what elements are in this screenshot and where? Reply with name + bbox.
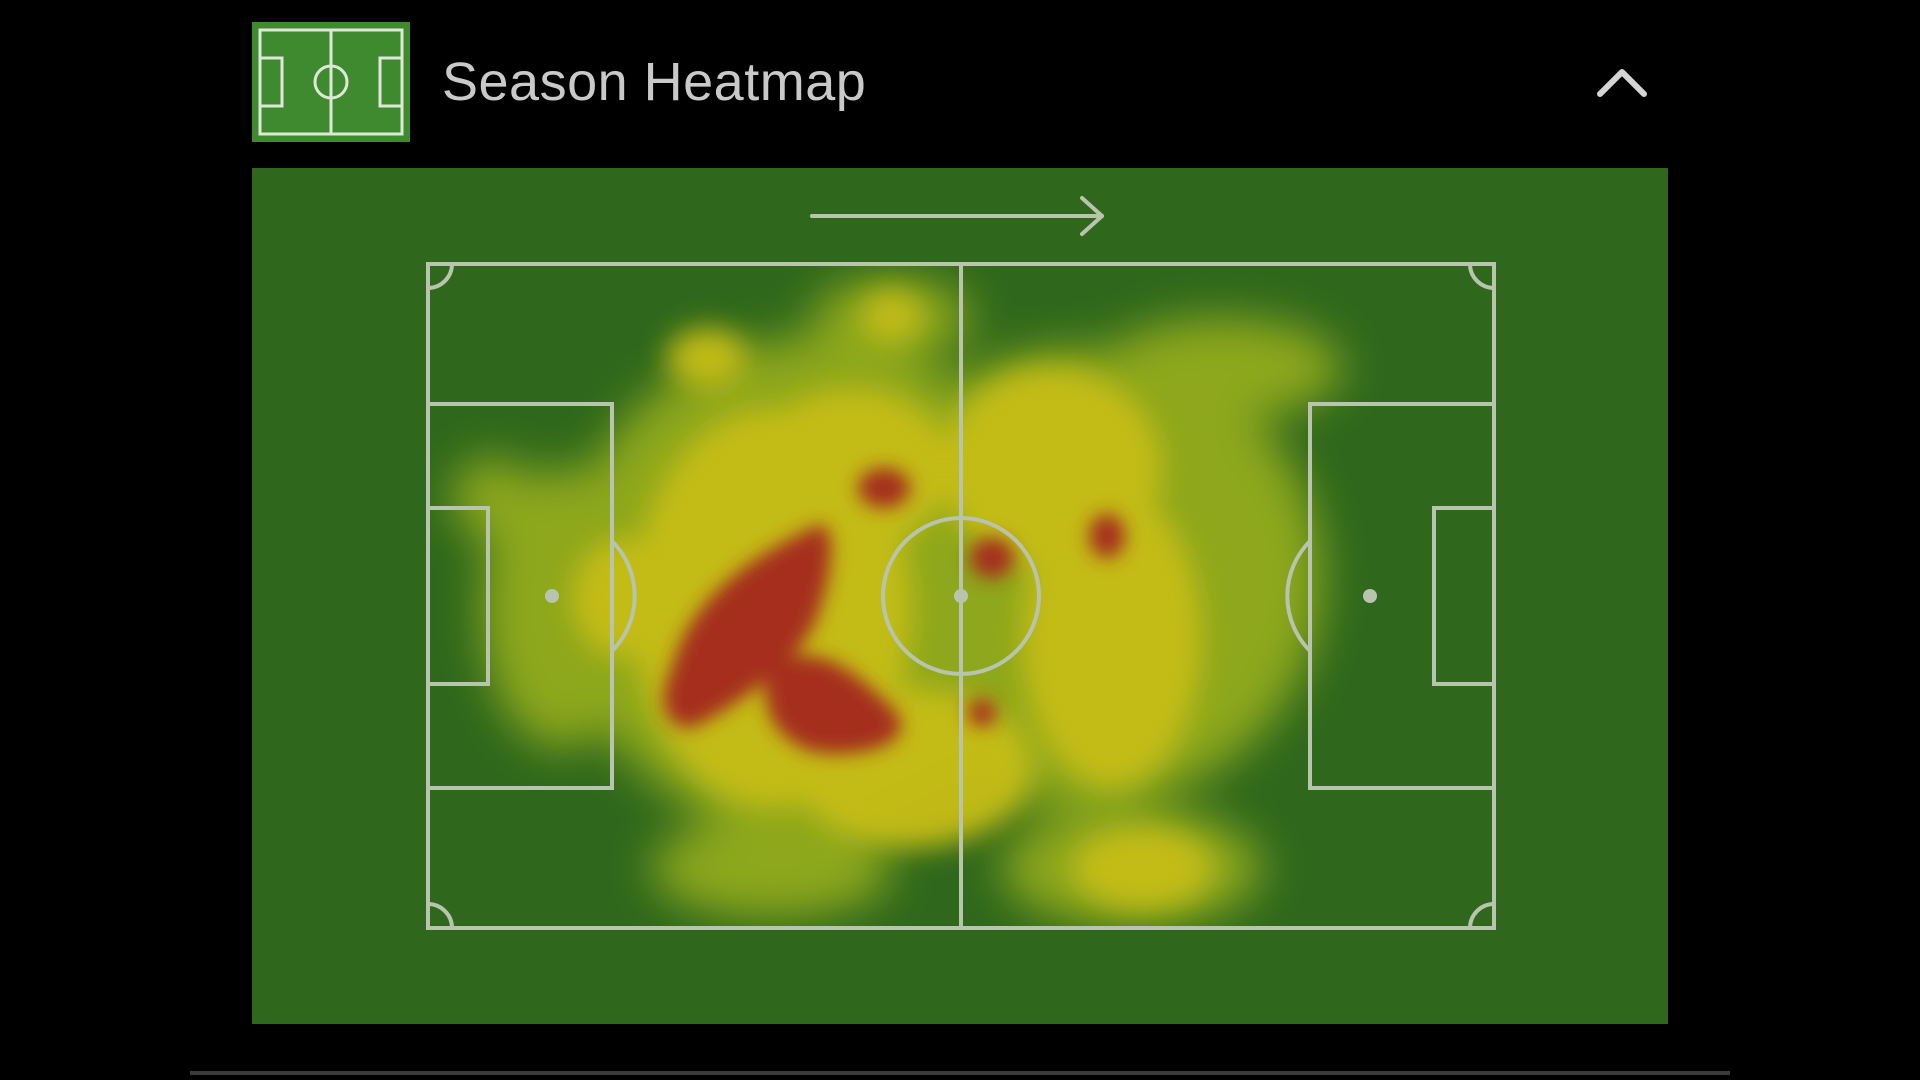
- football-pitch-icon: [252, 22, 410, 142]
- heatmap-pitch: [426, 196, 1496, 930]
- arrow-right-icon: [810, 196, 1104, 236]
- chevron-up-icon: [1597, 69, 1647, 97]
- page-title: Season Heatmap: [442, 52, 867, 112]
- collapse-button[interactable]: [1592, 52, 1652, 112]
- heatmap-panel: [252, 168, 1668, 1024]
- heat-layer-high: [663, 468, 1125, 754]
- heatmap-header: Season Heatmap: [252, 22, 1652, 142]
- pitch-spots: [545, 589, 1377, 603]
- bottom-divider: [190, 1071, 1730, 1075]
